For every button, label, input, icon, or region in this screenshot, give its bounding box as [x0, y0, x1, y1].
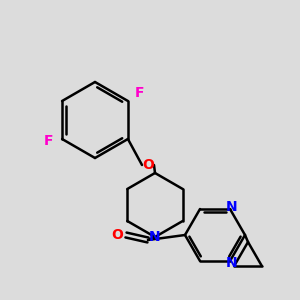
Text: O: O: [142, 158, 154, 172]
Text: N: N: [149, 230, 161, 244]
Text: N: N: [226, 200, 238, 214]
Text: F: F: [43, 134, 53, 148]
Text: N: N: [226, 256, 238, 270]
Text: O: O: [111, 228, 123, 242]
Text: F: F: [135, 86, 145, 100]
